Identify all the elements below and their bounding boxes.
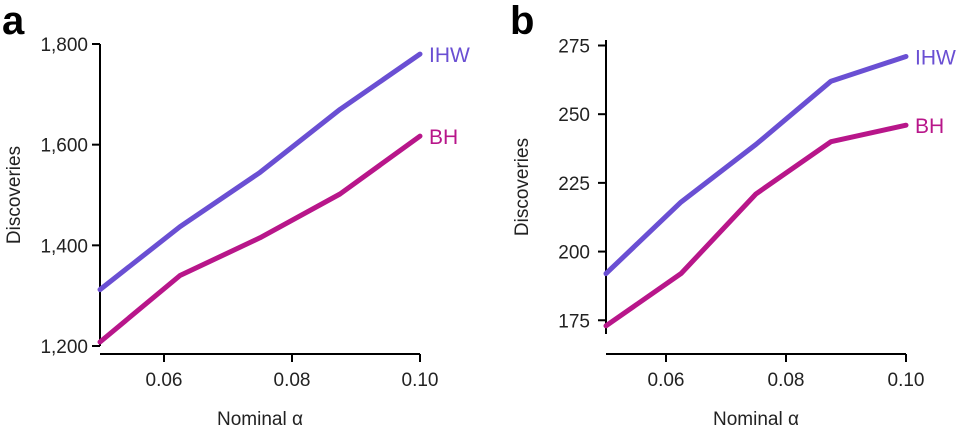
y-tick-label-b: 200: [558, 243, 590, 264]
x-tick-label-b: 0.10: [888, 370, 925, 391]
x-axis-label-b: Nominal α: [713, 409, 799, 430]
x-tick-label-a: 0.10: [402, 370, 439, 391]
series-label-ihw-a: IHW: [429, 44, 470, 67]
series-line-bh-a: [97, 133, 423, 345]
y-axis-label-a: Discoveries: [4, 146, 25, 244]
series-label-ihw-b: IHW: [915, 46, 956, 69]
y-axis-label-b: Discoveries: [512, 138, 533, 236]
x-tick-label-a: 0.08: [274, 370, 311, 391]
panel-letter-b: b: [510, 0, 534, 43]
y-tick-label-a: 1,400: [40, 236, 88, 257]
series-label-bh-a: BH: [429, 126, 458, 149]
y-tick-label-a: 1,600: [40, 136, 88, 157]
panel-b: b Discoveries Nominal α 175 200 225 250 275 0…: [510, 0, 956, 430]
x-tick-label-b: 0.08: [768, 370, 805, 391]
x-tick-label-a: 0.06: [146, 370, 183, 391]
y-tick-label-a: 1,800: [40, 35, 88, 56]
x-axis-label-a: Nominal α: [217, 409, 303, 430]
y-tick-label-a: 1,200: [40, 337, 88, 358]
panel-letter-a: a: [2, 0, 25, 43]
panel-a: a Discoveries Nominal α 1,200 1,400 1,600 1…: [2, 0, 470, 430]
series-line-bh-b: [603, 122, 909, 329]
y-tick-label-b: 175: [558, 311, 590, 332]
x-tick-label-b: 0.06: [648, 370, 685, 391]
y-tick-label-b: 275: [558, 36, 590, 57]
y-tick-label-b: 225: [558, 174, 590, 195]
series-label-bh-b: BH: [915, 115, 944, 138]
y-tick-label-b: 250: [558, 105, 590, 126]
series-line-ihw-b: [603, 54, 909, 277]
